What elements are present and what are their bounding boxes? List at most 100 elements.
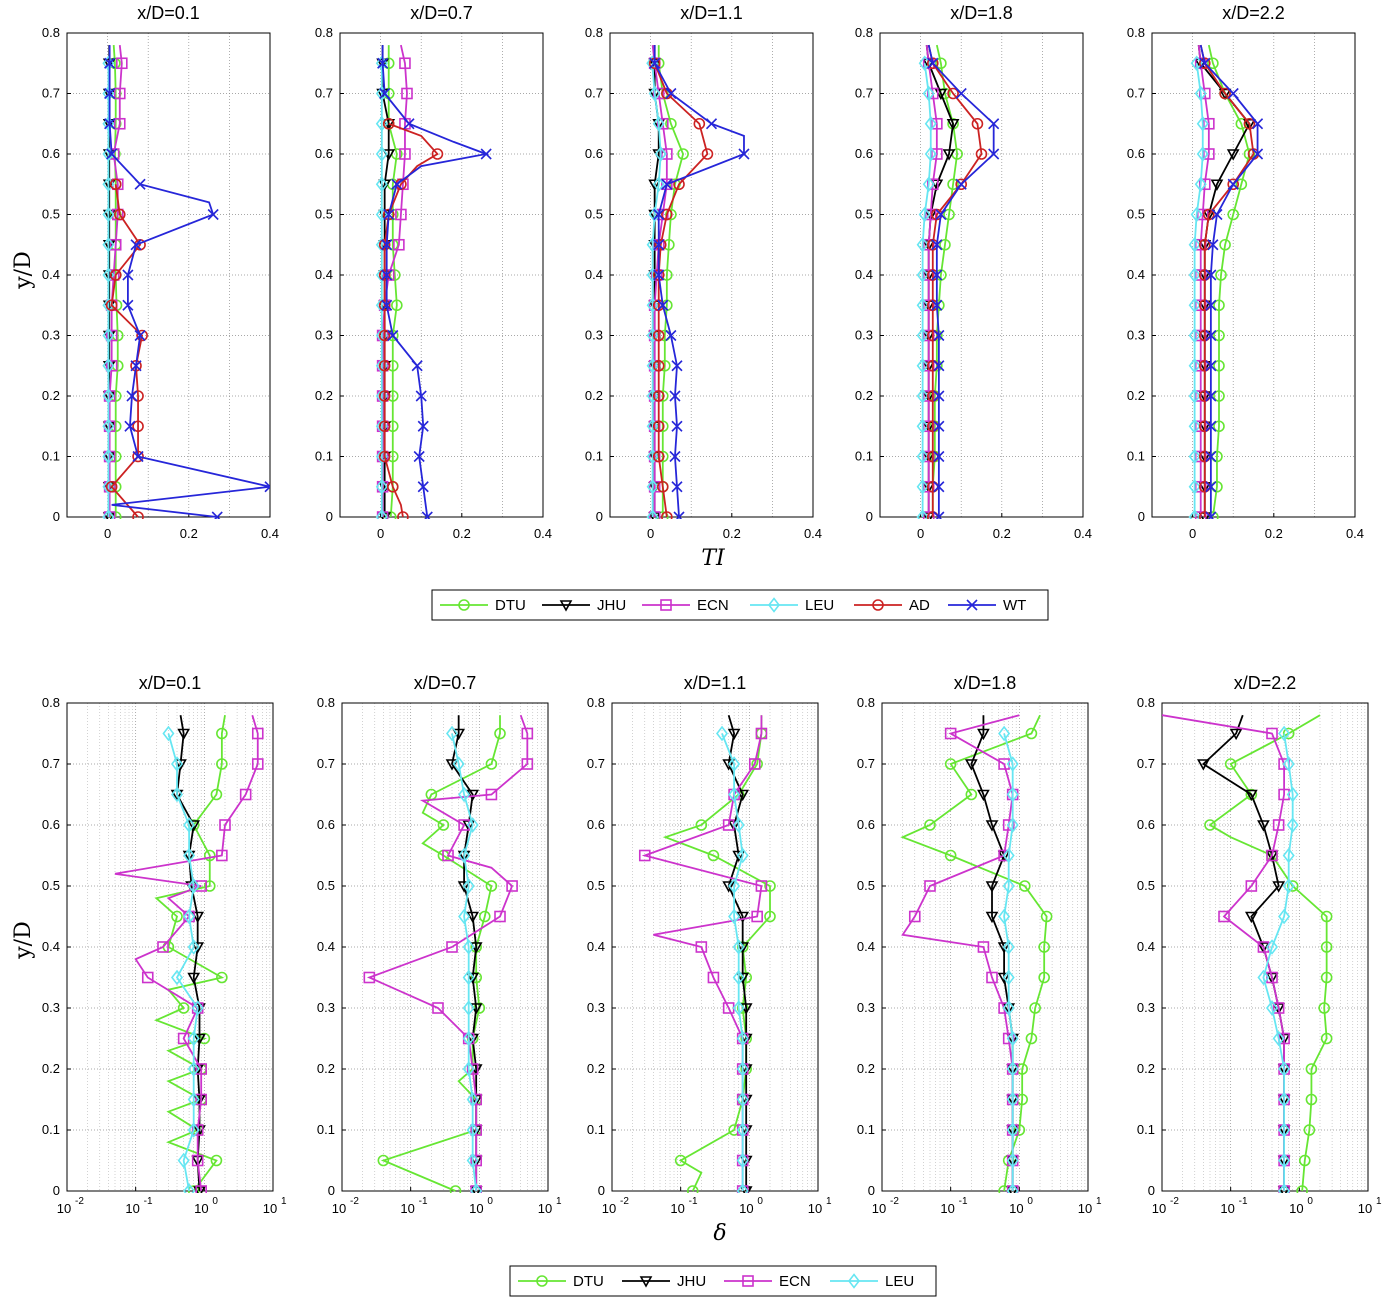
data-point — [1229, 728, 1243, 741]
legend-item-ecn: ECN — [642, 597, 729, 614]
data-point — [677, 148, 689, 160]
x-tick-exponent: 1 — [826, 1196, 832, 1207]
data-point — [195, 1185, 207, 1193]
legend-item-ad: AD — [854, 597, 930, 614]
top-ylabel: y/D — [11, 251, 36, 289]
data-point — [652, 390, 665, 402]
y-tick-label: 0.1 — [587, 1122, 605, 1137]
x-tick-label: 0.2 — [180, 526, 198, 541]
y-tick-label: 0.3 — [857, 1000, 875, 1015]
data-point — [1318, 1002, 1330, 1014]
data-point — [122, 299, 134, 311]
data-point — [732, 939, 745, 955]
data-point — [1272, 1030, 1285, 1047]
data-point — [693, 117, 706, 130]
data-point — [1188, 327, 1201, 344]
data-point — [933, 450, 945, 463]
data-point — [998, 725, 1011, 742]
data-point — [116, 57, 128, 70]
series-line — [366, 714, 529, 1191]
series-leu — [715, 725, 749, 1193]
y-tick-label: 0.6 — [42, 817, 60, 832]
legend-label: DTU — [495, 597, 526, 614]
x-tick-exponent: 0 — [1307, 1196, 1313, 1207]
data-point — [922, 359, 935, 372]
data-point — [739, 1094, 753, 1107]
y-tick-label: 0.8 — [317, 695, 335, 710]
data-point — [379, 87, 391, 100]
data-point — [1296, 1185, 1308, 1193]
data-point — [387, 329, 399, 342]
data-point — [665, 208, 677, 221]
data-point — [1194, 390, 1207, 402]
data-point — [1282, 847, 1295, 864]
data-point — [102, 206, 115, 223]
x-tick-exponent: -1 — [419, 1196, 428, 1207]
data-point — [1205, 450, 1217, 463]
data-point — [674, 1154, 687, 1167]
data-point — [1251, 148, 1264, 160]
data-point — [1194, 269, 1207, 281]
x-tick-exponent: -1 — [959, 1196, 968, 1207]
data-point — [985, 820, 999, 832]
legend-item-ecn: ECN — [724, 1273, 811, 1290]
data-point — [648, 85, 661, 102]
series-line — [925, 44, 938, 517]
panel-title: x/D=1.1 — [684, 673, 747, 693]
x-tick-exponent: 1 — [1376, 1196, 1382, 1207]
y-tick-label: 0.2 — [315, 388, 333, 403]
data-point — [728, 1124, 740, 1136]
series-line — [108, 45, 270, 518]
panel-delta-1: x/D=0.700.10.20.30.40.50.60.70.810 -2 10 -1… — [317, 673, 562, 1216]
data-point — [727, 728, 741, 741]
x-tick-label: 0.2 — [453, 526, 471, 541]
data-point — [177, 1152, 190, 1169]
data-point — [462, 939, 475, 955]
panel-delta-2: x/D=1.100.10.20.30.40.50.60.70.810 -2 10 -1… — [587, 673, 832, 1216]
series-line — [1003, 733, 1014, 1191]
data-point — [485, 788, 498, 801]
data-point — [1006, 1091, 1019, 1108]
data-point — [207, 208, 219, 221]
data-point — [1218, 910, 1230, 923]
data-point — [187, 820, 201, 832]
x-tick-label: 10 — [670, 1201, 684, 1216]
data-point — [649, 57, 661, 69]
data-point — [445, 725, 459, 742]
data-point — [646, 509, 659, 519]
data-point — [918, 206, 931, 223]
x-tick-label: 10 — [332, 1201, 346, 1216]
data-point — [1006, 756, 1019, 772]
series-wt — [927, 44, 1000, 519]
data-point — [480, 148, 492, 160]
x-tick-label: 10 — [940, 1201, 954, 1216]
data-point — [375, 509, 388, 519]
data-point — [393, 238, 405, 251]
data-point — [1320, 941, 1333, 953]
data-point — [656, 117, 669, 130]
data-point — [1205, 511, 1217, 519]
data-point — [102, 418, 115, 435]
data-point — [653, 269, 665, 281]
panel-title: x/D=0.7 — [410, 3, 473, 23]
legend-marker — [536, 1275, 548, 1287]
data-point — [908, 910, 921, 923]
legend-item-wt: WT — [948, 597, 1026, 614]
data-point — [942, 149, 956, 161]
x-tick-label: 0 — [104, 526, 111, 541]
data-point — [1194, 329, 1207, 342]
data-point — [102, 388, 115, 404]
data-point — [1190, 206, 1203, 223]
legend-item-leu: LEU — [830, 1273, 914, 1290]
data-point — [437, 819, 450, 831]
data-point — [191, 1154, 204, 1167]
y-tick-label: 0.5 — [1127, 207, 1145, 222]
data-point — [378, 238, 391, 251]
data-point — [104, 87, 116, 100]
panel-ti-0: x/D=0.1 0 0.1 0.2 0.3 0.4 0.5 0.6 0.7 0.8 0 0.2 0.4 — [42, 3, 279, 541]
data-point — [732, 817, 745, 833]
data-point — [740, 971, 752, 984]
data-point — [1207, 57, 1219, 70]
data-point — [652, 87, 665, 100]
x-tick-label: 0 — [377, 526, 384, 541]
